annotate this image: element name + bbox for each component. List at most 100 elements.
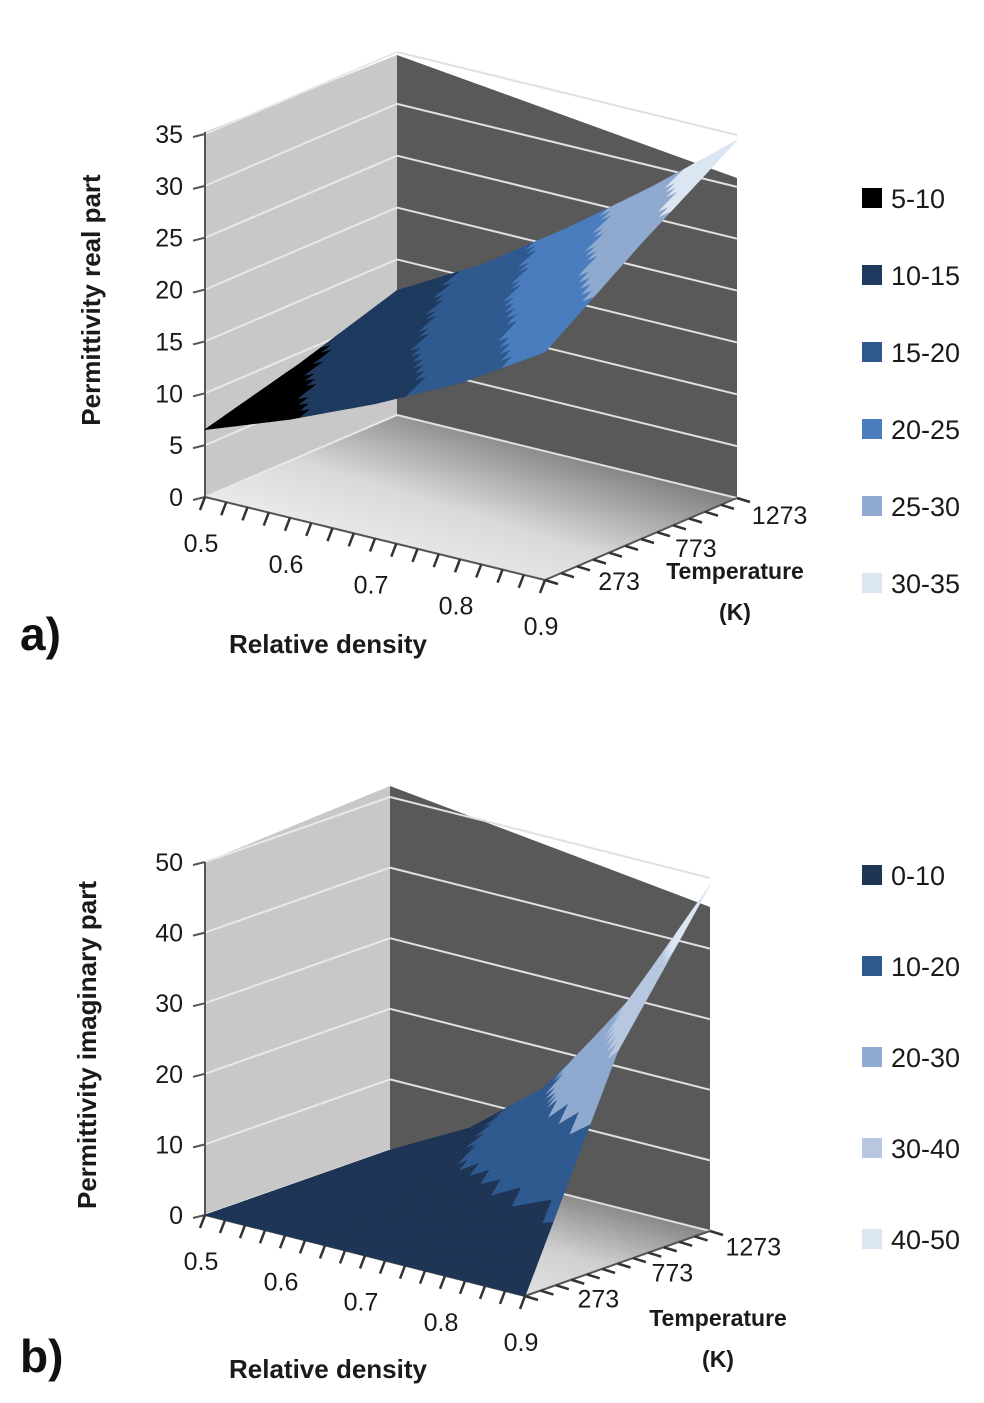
z-tick-label: 773 bbox=[675, 535, 717, 563]
surface-facet bbox=[514, 1269, 535, 1297]
left-wall bbox=[205, 786, 390, 1215]
z-tick-label: 773 bbox=[652, 1260, 694, 1288]
y-tick-label: 20 bbox=[155, 277, 183, 305]
z-tick-label: 1273 bbox=[752, 502, 808, 530]
z-tick-mark bbox=[570, 1278, 585, 1285]
x-tick-label: 0.6 bbox=[264, 1268, 299, 1296]
x-tick-label: 0.9 bbox=[504, 1329, 539, 1357]
y-tick-label: 30 bbox=[155, 990, 183, 1018]
x-tick-mark bbox=[368, 538, 377, 552]
y-tick-label: 40 bbox=[155, 920, 183, 948]
z-tick-mark bbox=[624, 544, 639, 552]
z-tick-mark bbox=[544, 578, 559, 586]
legend-swatch bbox=[862, 1138, 882, 1158]
z-tick-mark bbox=[617, 1262, 631, 1269]
legend-label: 20-30 bbox=[891, 1043, 960, 1073]
legend-swatch bbox=[862, 419, 882, 439]
gridline-left bbox=[204, 206, 398, 291]
z-tick-label: 1273 bbox=[726, 1234, 782, 1262]
x-tick-label: 0.5 bbox=[184, 1248, 219, 1276]
x-axis-title: Relative density bbox=[229, 1354, 428, 1384]
y-tick-label: 50 bbox=[155, 849, 183, 877]
y-tick-mark bbox=[192, 184, 206, 190]
legend-swatch bbox=[862, 573, 882, 593]
temperature-axis-unit: (K) bbox=[719, 599, 751, 625]
gridline-back bbox=[389, 866, 711, 950]
y-tick-label: 10 bbox=[155, 1131, 183, 1159]
gridline-back bbox=[396, 414, 738, 499]
y-tick-mark bbox=[192, 1214, 206, 1219]
x-tick-label: 0.7 bbox=[344, 1289, 379, 1317]
z-tick-mark bbox=[656, 530, 671, 538]
z-tick-mark bbox=[678, 1240, 693, 1248]
legend-swatch bbox=[862, 265, 882, 285]
legend-label: 0-10 bbox=[891, 861, 945, 891]
z-tick-mark bbox=[555, 1283, 570, 1291]
z-tick-label: 273 bbox=[598, 568, 640, 596]
z-tick-mark bbox=[647, 1251, 662, 1258]
y-tick-mark bbox=[192, 392, 206, 398]
x-tick-mark bbox=[318, 1244, 327, 1259]
x-tick-mark bbox=[218, 1219, 227, 1234]
y-tick-mark bbox=[192, 236, 206, 242]
legend-swatch bbox=[862, 1047, 882, 1067]
x-tick-mark bbox=[278, 1234, 287, 1249]
legend-swatch bbox=[862, 496, 882, 516]
x-tick-mark bbox=[438, 1275, 447, 1290]
z-tick-mark bbox=[576, 565, 591, 572]
gridline-left bbox=[204, 1078, 391, 1146]
y-tick-label: 30 bbox=[155, 173, 183, 201]
x-tick-mark bbox=[517, 574, 525, 589]
x-tick-label: 0.6 bbox=[269, 551, 304, 579]
gridline-left bbox=[204, 102, 398, 187]
gridline-back bbox=[396, 154, 738, 240]
temperature-axis-title: Temperature bbox=[649, 1305, 787, 1331]
legend-label: 5-10 bbox=[891, 184, 945, 214]
x-tick-mark bbox=[411, 548, 419, 563]
z-tick-mark bbox=[540, 1289, 554, 1296]
x-tick-mark bbox=[518, 1295, 527, 1310]
chart-panel-a: 0 5 10 15 20 25 30 35 0.5 0.6 0.7 0.8 0.9 273 773 1273 5… bbox=[20, 51, 960, 660]
legend-label: 30-35 bbox=[891, 569, 960, 599]
z-tick-mark bbox=[601, 1267, 616, 1275]
legend-label: 10-15 bbox=[891, 261, 960, 291]
y-tick-label: 20 bbox=[155, 1061, 183, 1089]
z-tick-mark bbox=[632, 1256, 647, 1264]
y-tick-label: 35 bbox=[155, 121, 183, 149]
y-tick-label: 25 bbox=[155, 225, 183, 253]
legend-swatch bbox=[862, 865, 882, 885]
surface-facet bbox=[534, 340, 555, 357]
x-tick-mark bbox=[453, 558, 462, 573]
gridline-back bbox=[389, 937, 711, 1021]
x-tick-mark bbox=[258, 1229, 267, 1244]
gridline-left bbox=[204, 258, 398, 343]
y-tick-label: 0 bbox=[169, 484, 183, 512]
x-tick-mark bbox=[498, 1290, 507, 1305]
x-tick-mark bbox=[338, 1249, 347, 1264]
x-tick-mark bbox=[538, 579, 547, 594]
legend-swatch bbox=[862, 342, 882, 362]
y-tick-mark bbox=[192, 496, 206, 501]
temperature-axis-title: Temperature bbox=[666, 558, 804, 584]
y-tick-label: 15 bbox=[155, 328, 183, 356]
y-tick-mark bbox=[192, 133, 206, 138]
legend-label: 40-50 bbox=[891, 1225, 960, 1255]
gridline-left bbox=[204, 1007, 391, 1075]
z-tick-mark bbox=[640, 537, 655, 545]
x-tick-mark bbox=[241, 506, 249, 521]
x-tick-mark bbox=[326, 527, 334, 542]
z-tick-mark bbox=[560, 571, 575, 579]
legend-label: 10-20 bbox=[891, 952, 960, 982]
x-tick-mark bbox=[478, 1285, 487, 1300]
x-tick-mark bbox=[198, 496, 207, 511]
x-tick-label: 0.5 bbox=[184, 530, 219, 558]
y-tick-label: 10 bbox=[155, 380, 183, 408]
y-tick-mark bbox=[192, 1002, 206, 1008]
x-tick-mark bbox=[283, 517, 292, 532]
gridline-left bbox=[204, 796, 391, 863]
x-tick-mark bbox=[418, 1270, 427, 1285]
gridline-back bbox=[396, 51, 738, 136]
y-axis-title: Permittivity real part bbox=[76, 174, 106, 426]
y-tick-mark bbox=[192, 340, 206, 346]
legend-label: 15-20 bbox=[891, 338, 960, 368]
